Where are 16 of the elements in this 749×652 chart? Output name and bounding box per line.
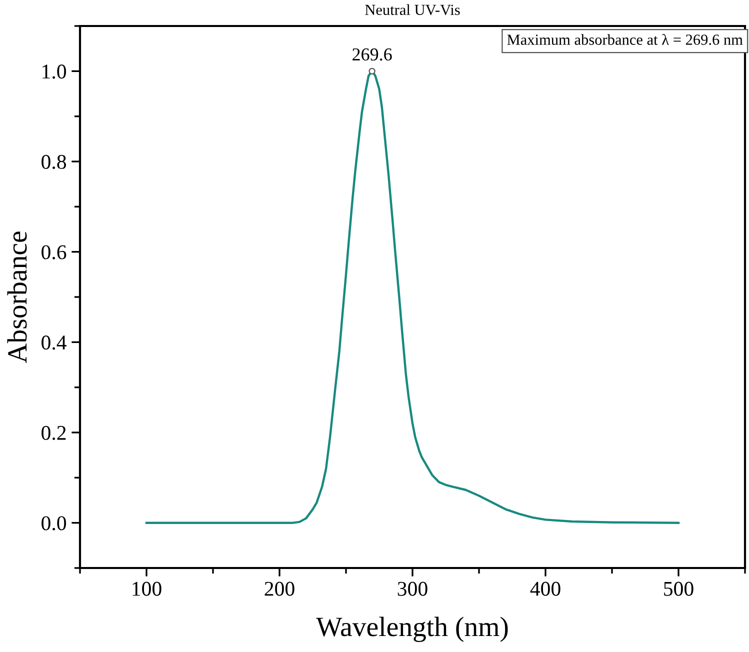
x-tick-label: 100 [132, 582, 162, 596]
x-tick-label: 200 [264, 582, 294, 596]
x-tick-label: 300 [398, 582, 428, 596]
annotation: 269.6 [352, 48, 392, 61]
x-axis-title: Wavelength (nm) [316, 616, 508, 642]
y-tick-label: 0.2 [42, 426, 66, 440]
y-tick-label: 0.8 [42, 154, 66, 170]
y-tick-label: 0.4 [42, 336, 66, 350]
x-tick-label: 400 [530, 582, 560, 596]
y-axis-title: Absorbance [7, 232, 27, 364]
annotation: Maximum absorbance at λ = 269.6 nm [507, 34, 743, 45]
x-tick-label: 500 [664, 582, 694, 596]
y-tick-label: 1.0 [42, 64, 66, 79]
y-tick-label: 0.6 [42, 245, 66, 260]
chart-title: Neutral UV-Vis [365, 4, 460, 16]
y-tick-label: 0.0 [42, 516, 66, 530]
